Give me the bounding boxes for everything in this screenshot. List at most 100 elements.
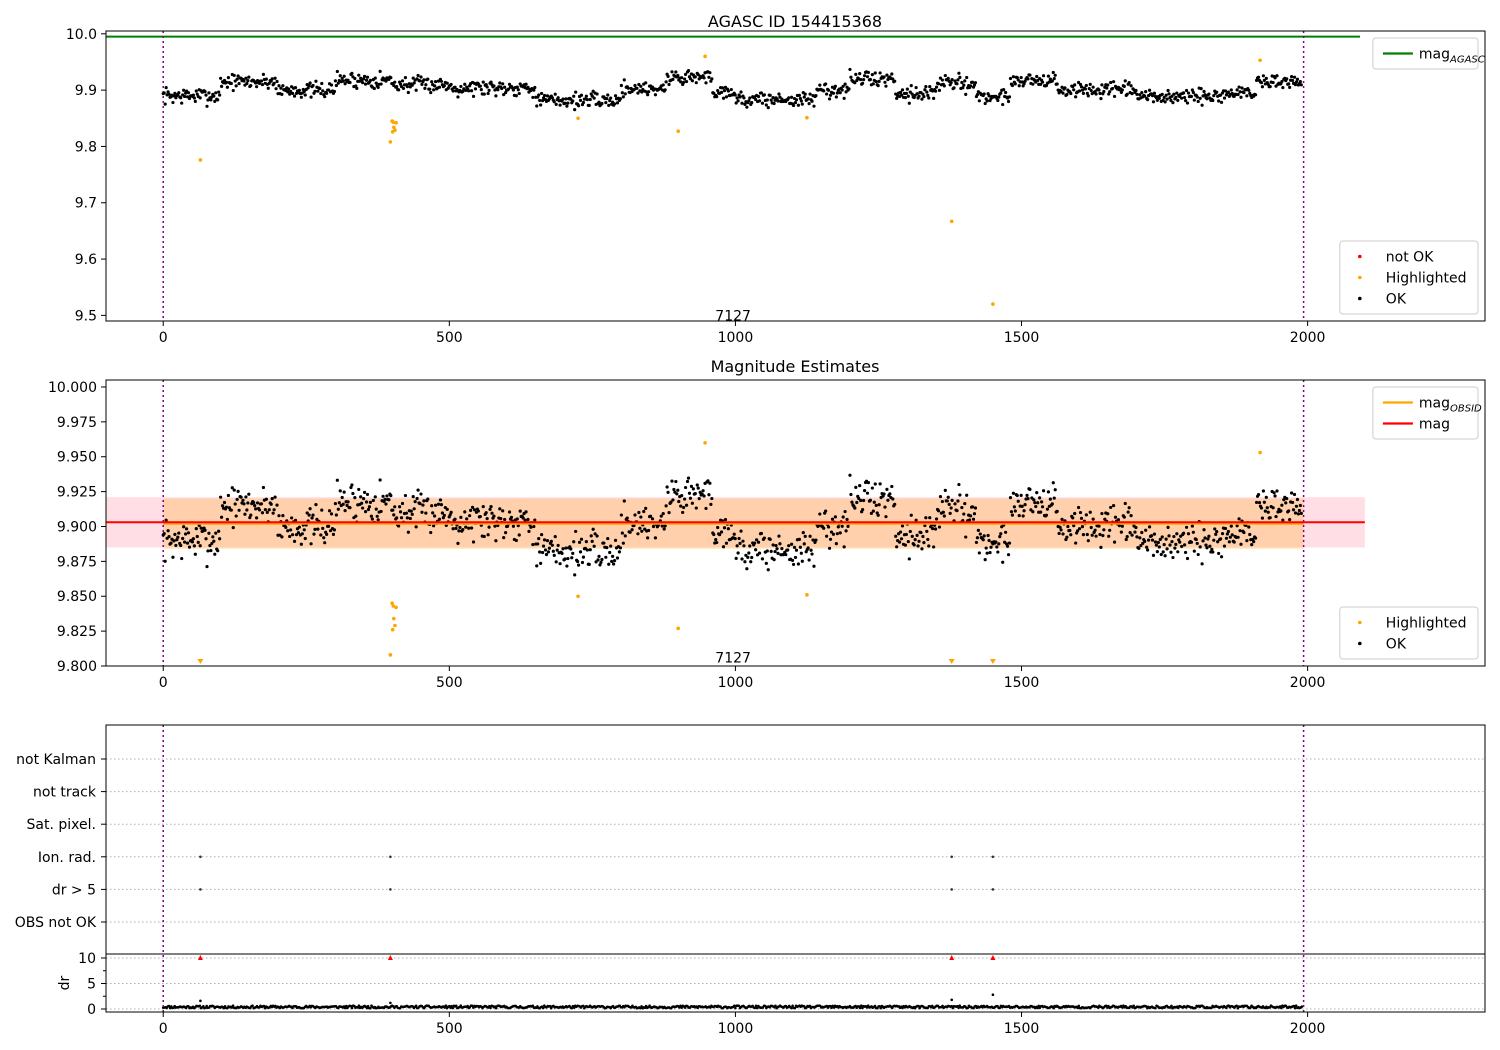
ok-point	[997, 542, 1001, 546]
ok-point	[1084, 83, 1088, 88]
ok-point	[726, 89, 730, 93]
ok-point	[1103, 517, 1107, 521]
ok-point	[319, 91, 323, 96]
ok-point	[205, 104, 209, 108]
ok-point	[1157, 96, 1161, 100]
ok-point	[995, 545, 999, 549]
ok-point	[487, 88, 491, 92]
ok-point	[600, 557, 604, 562]
ok-point	[488, 507, 492, 511]
ok-point	[1073, 83, 1077, 87]
ok-point	[943, 73, 947, 78]
ok-point	[1273, 76, 1277, 80]
ok-point	[1222, 544, 1227, 548]
ok-point	[679, 80, 683, 84]
ok-point	[1048, 77, 1052, 81]
ok-point	[1264, 76, 1268, 80]
ok-point	[349, 485, 353, 490]
ok-point	[814, 538, 818, 542]
ok-point	[1239, 542, 1243, 546]
ok-point	[361, 506, 365, 510]
panel-mag-ytick-label: 9.800	[57, 659, 97, 675]
ok-point	[544, 552, 549, 557]
ok-point	[611, 554, 615, 558]
ok-point	[231, 525, 235, 530]
ok-point	[585, 548, 589, 552]
ok-point	[1159, 552, 1163, 557]
out-of-range-marker	[948, 659, 955, 664]
ok-point	[1044, 83, 1049, 88]
ok-point	[891, 497, 895, 501]
dr-point	[763, 1004, 767, 1008]
ok-point	[1041, 74, 1046, 78]
ok-point	[948, 511, 952, 515]
ok-point	[1186, 91, 1191, 95]
ok-point	[1291, 508, 1296, 512]
ok-point	[660, 524, 664, 528]
ok-point	[809, 548, 813, 552]
ok-point	[501, 509, 505, 513]
ok-point	[1264, 495, 1268, 499]
ok-point	[756, 540, 761, 544]
ok-point	[905, 87, 909, 91]
ok-point	[871, 509, 875, 513]
ok-point	[1284, 501, 1288, 505]
ok-point	[640, 529, 644, 533]
ok-point	[590, 94, 594, 98]
panel-agasc-bottom-legend-label: not OK	[1386, 250, 1434, 266]
ok-point	[374, 507, 378, 511]
ok-point	[461, 89, 465, 93]
flag-point	[389, 855, 392, 859]
out-of-range-marker	[989, 659, 996, 664]
ok-point	[478, 514, 482, 519]
ok-point	[222, 500, 227, 505]
dr-point	[531, 1004, 535, 1008]
ok-point	[429, 90, 433, 95]
dr-point	[878, 1004, 881, 1008]
ok-point	[877, 79, 881, 83]
ok-point	[589, 534, 593, 538]
dr-point	[950, 1004, 954, 1008]
ok-point	[284, 525, 288, 529]
ok-point	[904, 91, 908, 95]
ok-point	[576, 563, 581, 567]
ok-point	[501, 82, 505, 86]
ok-point	[831, 91, 836, 95]
ok-point	[973, 81, 978, 85]
ok-point	[498, 507, 502, 511]
ok-point	[873, 71, 877, 75]
ok-point	[211, 535, 215, 539]
dr-point	[541, 1006, 545, 1010]
ok-point	[681, 510, 685, 515]
ok-point	[849, 492, 853, 497]
ok-point	[1052, 496, 1056, 500]
ok-point	[1254, 93, 1258, 97]
ok-point	[539, 561, 543, 566]
ok-point	[1066, 524, 1070, 529]
ok-point	[932, 545, 936, 549]
ok-point	[248, 516, 252, 520]
ok-point	[1289, 75, 1294, 79]
ok-point	[192, 96, 196, 100]
ok-point	[327, 509, 332, 513]
ok-point	[204, 93, 208, 97]
ok-point	[647, 90, 651, 94]
ok-point	[722, 526, 727, 530]
ok-point	[1163, 100, 1167, 104]
dr-point	[1036, 1006, 1039, 1010]
ok-point	[432, 524, 436, 528]
ok-point	[592, 96, 596, 100]
ok-point	[899, 537, 904, 541]
ok-point	[415, 496, 419, 501]
ok-point	[1134, 88, 1138, 93]
ok-point	[1020, 504, 1024, 509]
ok-point	[1002, 87, 1006, 92]
ok-point	[625, 516, 629, 520]
ok-point	[457, 529, 461, 533]
ok-point	[1254, 500, 1259, 505]
ok-point	[946, 495, 950, 499]
dr-point	[1154, 1006, 1157, 1010]
ok-point	[397, 524, 401, 528]
ok-point	[619, 513, 623, 517]
ok-point	[1147, 88, 1152, 92]
